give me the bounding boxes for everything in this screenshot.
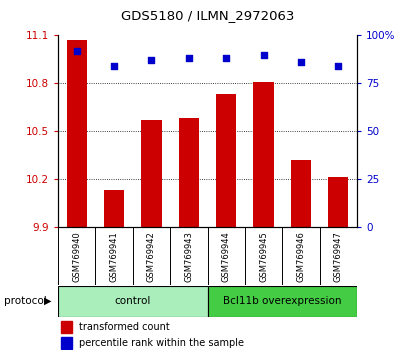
Bar xyxy=(104,190,124,227)
Point xyxy=(73,48,80,53)
Text: GSM769940: GSM769940 xyxy=(72,231,81,282)
Bar xyxy=(253,81,274,227)
Text: GSM769944: GSM769944 xyxy=(222,231,231,282)
Text: GSM769943: GSM769943 xyxy=(184,231,193,282)
Point xyxy=(298,59,304,65)
Bar xyxy=(328,177,349,227)
Text: percentile rank within the sample: percentile rank within the sample xyxy=(79,338,244,348)
Point xyxy=(260,52,267,57)
Bar xyxy=(178,118,199,227)
Text: control: control xyxy=(115,296,151,306)
Point xyxy=(223,56,229,61)
Text: transformed count: transformed count xyxy=(79,322,170,332)
Text: GSM769947: GSM769947 xyxy=(334,231,343,282)
Bar xyxy=(58,286,208,317)
Text: GSM769945: GSM769945 xyxy=(259,231,268,282)
Bar xyxy=(208,286,357,317)
Bar xyxy=(141,120,162,227)
Text: protocol: protocol xyxy=(4,296,47,306)
Point xyxy=(186,56,192,61)
Bar xyxy=(290,160,311,227)
Point xyxy=(111,63,117,69)
Text: GSM769942: GSM769942 xyxy=(147,231,156,282)
Bar xyxy=(61,321,71,333)
Text: GSM769946: GSM769946 xyxy=(296,231,305,282)
Bar xyxy=(216,94,237,227)
Text: GDS5180 / ILMN_2972063: GDS5180 / ILMN_2972063 xyxy=(121,9,294,22)
Bar xyxy=(66,40,87,227)
Point xyxy=(335,63,342,69)
Point xyxy=(148,57,155,63)
Text: GSM769941: GSM769941 xyxy=(110,231,119,282)
Text: ▶: ▶ xyxy=(44,296,51,306)
Bar xyxy=(61,337,71,349)
Text: Bcl11b overexpression: Bcl11b overexpression xyxy=(223,296,342,306)
